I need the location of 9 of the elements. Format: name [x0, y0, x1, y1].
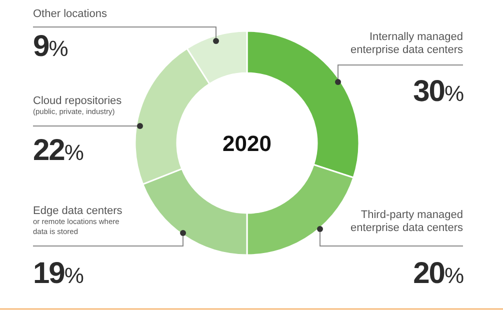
data-label: 19% — [33, 257, 84, 290]
slice-label: Other locations — [33, 8, 108, 20]
data-label: 9% — [33, 30, 68, 63]
slice-label: Third-party managed enterprise data centers — [350, 209, 464, 234]
data-label: 22% — [33, 134, 84, 167]
text: 2020 — [222, 131, 272, 156]
data-label: 20% — [413, 257, 464, 290]
slice-label: Internally managed enterprise data centers — [350, 31, 464, 56]
data-label: 30% — [413, 75, 464, 108]
